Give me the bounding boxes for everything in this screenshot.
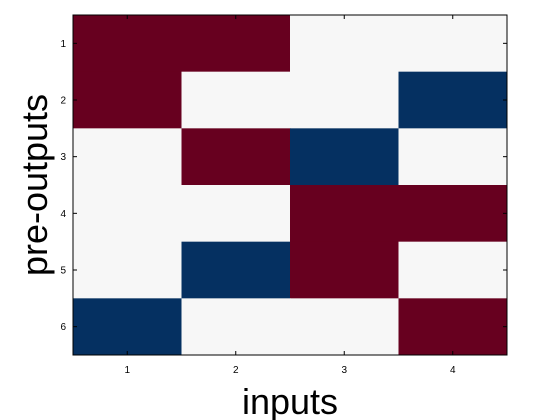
heatmap-cell-r4-c4 xyxy=(398,185,508,243)
x-axis-label: inputs xyxy=(242,381,338,420)
heatmap-cell-r5-c1 xyxy=(73,241,182,299)
y-tick-label-4: 4 xyxy=(60,209,66,220)
y-tick-label-5: 5 xyxy=(60,266,66,277)
heatmap-cell-r6-c3 xyxy=(290,298,399,356)
heatmap-cell-r1-c4 xyxy=(398,15,508,73)
x-tick-label-1: 1 xyxy=(124,365,130,376)
x-axis-ticks: 1 2 3 4 xyxy=(124,15,456,376)
heatmap-cell-r5-c3 xyxy=(290,241,399,299)
y-axis-label: pre-outputs xyxy=(14,94,55,276)
y-tick-label-2: 2 xyxy=(60,96,66,107)
heatmap-cell-r6-c4 xyxy=(398,298,508,356)
y-tick-label-6: 6 xyxy=(60,322,66,333)
heatmap-cell-r1-c1 xyxy=(73,15,182,73)
heatmap-cell-r2-c3 xyxy=(290,71,399,129)
x-tick-label-3: 3 xyxy=(341,365,347,376)
heatmap-cell-r3-c4 xyxy=(398,128,508,186)
heatmap-cell-r6-c1 xyxy=(73,298,182,356)
x-tick-label-4: 4 xyxy=(450,365,456,376)
heatmap-cell-r1-c3 xyxy=(290,15,399,73)
heatmap-cell-r5-c4 xyxy=(398,241,508,299)
heatmap-cell-r3-c3 xyxy=(290,128,399,186)
y-tick-label-1: 1 xyxy=(60,39,66,50)
x-tick-label-2: 2 xyxy=(233,365,239,376)
heatmap-cell-r1-c2 xyxy=(181,15,291,73)
heatmap-cell-r6-c2 xyxy=(181,298,291,356)
heatmap-cell-r2-c4 xyxy=(398,71,508,129)
heatmap-cell-r4-c1 xyxy=(73,185,182,243)
heatmap-cell-r4-c3 xyxy=(290,185,399,243)
heatmap-cell-r5-c2 xyxy=(181,241,291,299)
heatmap-cell-r2-c1 xyxy=(73,71,182,129)
plot-frame xyxy=(72,14,508,356)
heatmap-cells xyxy=(73,15,508,356)
heatmap-cell-r2-c2 xyxy=(181,71,291,129)
heatmap-cell-r4-c2 xyxy=(181,185,291,243)
y-tick-label-3: 3 xyxy=(60,152,66,163)
y-axis-ticks: 1 2 3 4 5 6 xyxy=(60,39,507,333)
heatmap-cell-r3-c1 xyxy=(73,128,182,186)
heatmap-cell-r3-c2 xyxy=(181,128,291,186)
